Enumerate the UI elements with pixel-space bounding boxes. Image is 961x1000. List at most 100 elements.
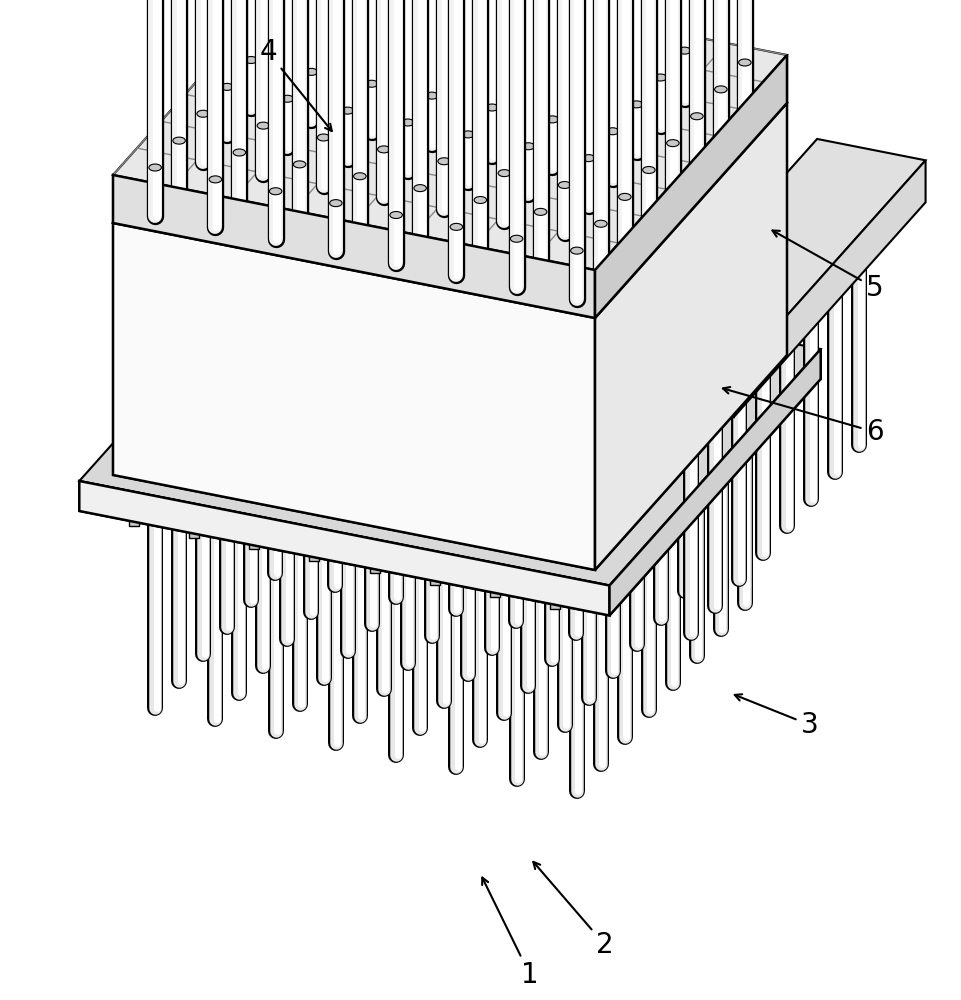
Ellipse shape	[485, 104, 498, 111]
Ellipse shape	[546, 116, 558, 123]
Bar	[249, 541, 259, 549]
Ellipse shape	[281, 95, 293, 102]
Polygon shape	[129, 515, 138, 518]
Ellipse shape	[509, 77, 522, 84]
Bar	[129, 518, 138, 526]
Polygon shape	[595, 103, 786, 570]
Bar	[489, 589, 500, 597]
Ellipse shape	[497, 11, 509, 18]
Polygon shape	[489, 586, 500, 589]
Text: 3: 3	[734, 694, 818, 739]
Polygon shape	[112, 223, 595, 570]
Ellipse shape	[653, 74, 666, 81]
Ellipse shape	[437, 158, 450, 165]
Text: 5: 5	[772, 230, 883, 302]
Ellipse shape	[197, 110, 209, 117]
Polygon shape	[733, 160, 924, 417]
Ellipse shape	[269, 188, 282, 195]
Ellipse shape	[678, 47, 690, 54]
Bar	[188, 530, 199, 538]
Ellipse shape	[570, 89, 582, 96]
Ellipse shape	[581, 155, 594, 162]
Ellipse shape	[533, 208, 546, 215]
Ellipse shape	[365, 80, 378, 87]
Polygon shape	[369, 562, 380, 565]
Ellipse shape	[341, 107, 354, 114]
Ellipse shape	[329, 41, 341, 48]
Ellipse shape	[594, 220, 606, 227]
Polygon shape	[112, 0, 786, 270]
Polygon shape	[595, 103, 786, 570]
Ellipse shape	[330, 200, 342, 207]
Ellipse shape	[221, 83, 234, 90]
Ellipse shape	[714, 86, 727, 93]
Polygon shape	[112, 175, 595, 318]
Polygon shape	[308, 550, 319, 553]
Polygon shape	[609, 349, 820, 615]
Ellipse shape	[618, 193, 630, 200]
Ellipse shape	[690, 113, 702, 120]
Ellipse shape	[413, 185, 426, 192]
Ellipse shape	[268, 30, 281, 37]
Polygon shape	[112, 175, 595, 318]
Ellipse shape	[354, 173, 366, 180]
Ellipse shape	[461, 131, 474, 138]
Ellipse shape	[305, 68, 317, 75]
Text: 6: 6	[722, 387, 883, 446]
Ellipse shape	[498, 170, 510, 177]
Polygon shape	[79, 244, 820, 585]
Ellipse shape	[738, 59, 751, 66]
Ellipse shape	[474, 196, 486, 204]
Ellipse shape	[605, 128, 618, 135]
Ellipse shape	[233, 149, 245, 156]
Ellipse shape	[389, 212, 402, 219]
Polygon shape	[188, 527, 199, 530]
Ellipse shape	[173, 137, 185, 144]
Ellipse shape	[629, 101, 642, 108]
Ellipse shape	[557, 23, 570, 30]
Ellipse shape	[666, 140, 678, 147]
Polygon shape	[112, 223, 595, 570]
Ellipse shape	[389, 53, 402, 60]
Bar	[308, 553, 319, 561]
Ellipse shape	[510, 235, 523, 242]
Ellipse shape	[437, 0, 450, 7]
Ellipse shape	[245, 56, 258, 64]
Ellipse shape	[594, 62, 606, 69]
Polygon shape	[550, 598, 559, 601]
Polygon shape	[625, 354, 733, 417]
Ellipse shape	[473, 38, 485, 45]
Ellipse shape	[149, 164, 161, 171]
Polygon shape	[595, 55, 786, 318]
Polygon shape	[625, 139, 924, 375]
Polygon shape	[595, 55, 786, 318]
Ellipse shape	[257, 122, 269, 129]
Ellipse shape	[570, 247, 582, 254]
Text: 1: 1	[481, 878, 538, 989]
Ellipse shape	[450, 223, 462, 230]
Ellipse shape	[378, 146, 390, 153]
Polygon shape	[79, 481, 609, 615]
Ellipse shape	[293, 161, 306, 168]
Polygon shape	[79, 481, 609, 615]
Polygon shape	[609, 349, 820, 615]
Ellipse shape	[557, 182, 570, 188]
Ellipse shape	[317, 134, 330, 141]
Polygon shape	[430, 574, 439, 577]
Bar	[369, 565, 380, 573]
Ellipse shape	[618, 35, 630, 42]
Ellipse shape	[209, 176, 221, 183]
Ellipse shape	[413, 26, 426, 33]
Ellipse shape	[533, 50, 546, 57]
Bar	[430, 577, 439, 585]
Text: 2: 2	[532, 862, 613, 959]
Ellipse shape	[449, 65, 461, 72]
Ellipse shape	[522, 143, 534, 150]
Polygon shape	[112, 8, 786, 318]
Polygon shape	[249, 538, 259, 541]
Bar	[550, 601, 559, 609]
Text: 4: 4	[259, 38, 332, 131]
Ellipse shape	[642, 166, 654, 174]
Ellipse shape	[353, 15, 365, 22]
Ellipse shape	[401, 119, 413, 126]
